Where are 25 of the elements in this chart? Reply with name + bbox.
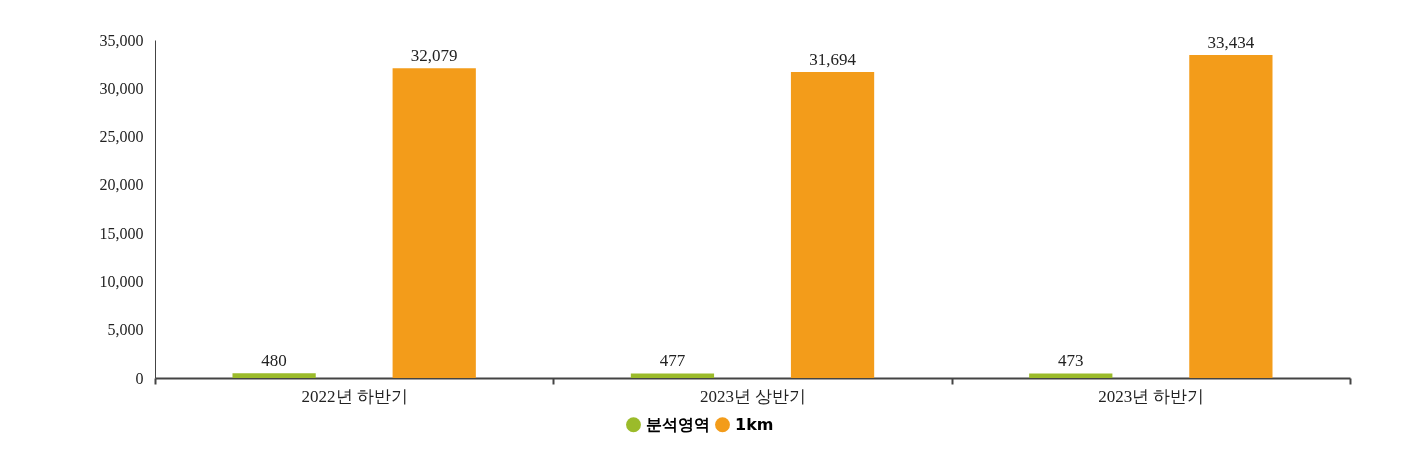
data-label: 480 <box>261 351 287 371</box>
y-tick-label: 0 <box>135 369 144 387</box>
data-label: 31,694 <box>809 49 857 69</box>
bar <box>790 71 875 378</box>
bar <box>1029 373 1113 378</box>
data-label: 32,079 <box>410 46 458 66</box>
bar <box>1189 55 1273 378</box>
y-tick-label: 20,000 <box>99 176 144 194</box>
data-label: 473 <box>1058 351 1084 371</box>
y-tick-label: 35,000 <box>99 31 144 49</box>
y-tick-label: 25,000 <box>99 128 144 146</box>
bar <box>232 373 316 378</box>
y-tick-label: 10,000 <box>99 272 144 290</box>
x-tick-label: 2023년 상반기 <box>699 386 807 406</box>
legend-label: 1km <box>735 414 774 434</box>
data-label: 477 <box>659 351 686 371</box>
x-tick-label: 2022년 하반기 <box>301 386 408 406</box>
y-tick-label: 15,000 <box>99 224 144 242</box>
bar <box>392 68 476 378</box>
y-tick-label: 5,000 <box>107 321 144 339</box>
data-label: 33,434 <box>1207 33 1255 53</box>
bar <box>630 373 715 378</box>
x-tick-label: 2023년 하반기 <box>1098 386 1205 406</box>
legend-label: 분석영역 <box>646 414 710 434</box>
y-tick-label: 30,000 <box>99 79 144 97</box>
